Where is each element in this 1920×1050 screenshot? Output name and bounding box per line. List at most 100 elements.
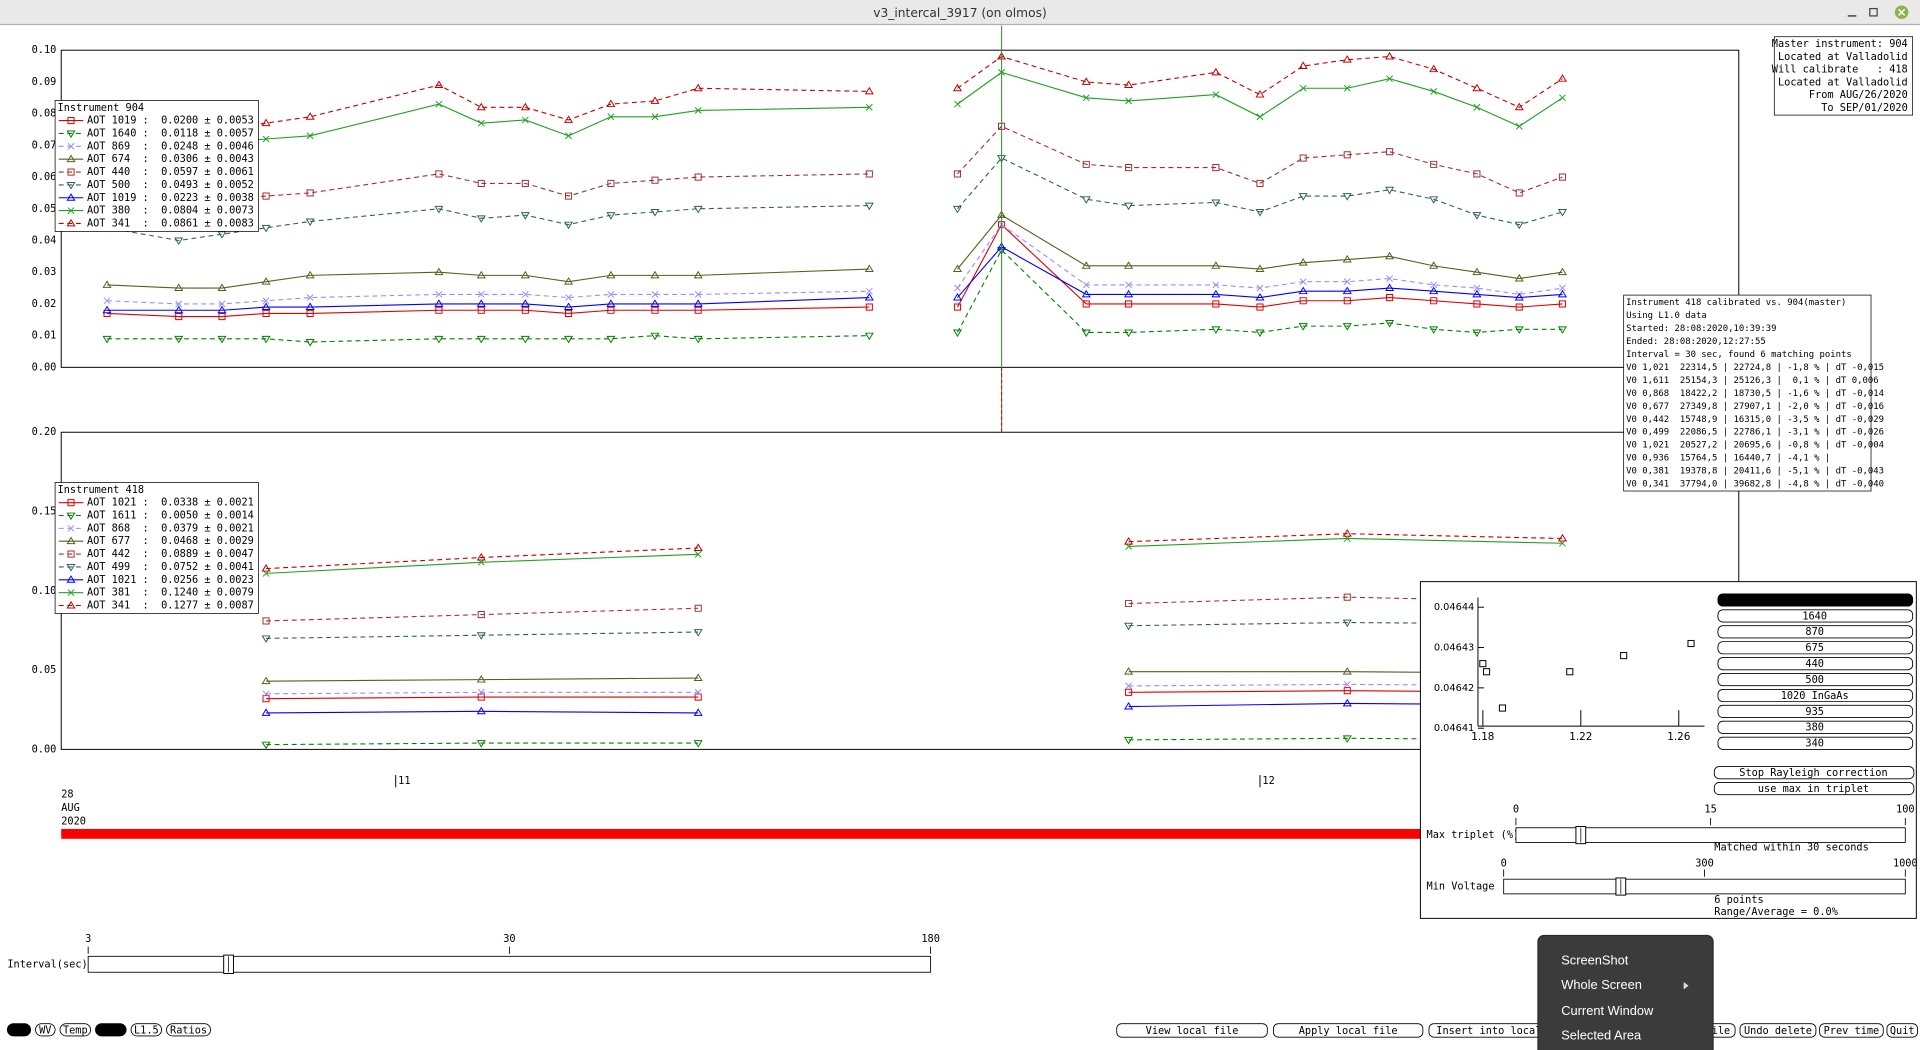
data-point (521, 306, 529, 314)
wavelength-label[interactable]: 1640 (1802, 610, 1827, 622)
data-point (1514, 292, 1524, 301)
data-point (476, 270, 486, 279)
maximize-button[interactable] (1869, 7, 1878, 17)
data-point (694, 107, 702, 114)
toggle-label[interactable]: L1.5 (134, 1024, 159, 1036)
data-point (1342, 735, 1352, 743)
toggle-label[interactable]: AOT (10, 1024, 29, 1036)
wavelength-button[interactable] (1717, 609, 1914, 623)
data-point (607, 306, 615, 314)
data-point (1514, 273, 1524, 282)
wavelength-label[interactable]: 380 (1805, 722, 1824, 734)
wavelength-button[interactable] (1717, 673, 1914, 687)
data-point (1082, 160, 1090, 168)
action-button[interactable] (1116, 1023, 1268, 1038)
toggle-label[interactable]: WV (39, 1024, 51, 1036)
wavelength-button[interactable] (1717, 736, 1914, 750)
wavelength-button[interactable] (1717, 641, 1914, 655)
data-point (476, 552, 486, 561)
slider-trough[interactable] (87, 955, 932, 973)
wavelength-button[interactable] (1717, 688, 1914, 703)
legend-label: AOT 341 : 0.0861 ± 0.0083 (87, 217, 254, 229)
data-point (262, 309, 270, 317)
slider-label: Min Voltage (1427, 881, 1495, 893)
data-point (305, 112, 315, 120)
wavelength-button[interactable] (1717, 625, 1914, 639)
menu-item[interactable]: Selected Area (1561, 1027, 1642, 1042)
y-tick-label: 0.03 (32, 266, 57, 278)
action-button[interactable] (1273, 1023, 1424, 1038)
toggle-label[interactable]: Temp (63, 1024, 88, 1036)
legend-box (54, 100, 259, 232)
wavelength-label[interactable]: 1020 InGaAs (1781, 690, 1849, 702)
panel-button-label[interactable]: Stop Rayleigh correction (1739, 767, 1887, 779)
action-button[interactable] (1739, 1023, 1817, 1038)
y-tick-label: 0.09 (32, 76, 57, 88)
data-point (694, 290, 702, 298)
data-point (476, 335, 486, 344)
legend-marker (66, 130, 76, 139)
data-point (262, 135, 270, 143)
data-point (1125, 163, 1133, 172)
data-point (520, 102, 530, 111)
wavelength-label[interactable]: 500 (1805, 674, 1824, 686)
toggle-button[interactable] (130, 1023, 163, 1037)
data-point (565, 309, 573, 317)
data-point (435, 306, 443, 314)
panel-button[interactable] (1713, 766, 1915, 780)
data-point (864, 86, 874, 95)
toggle-label[interactable]: L1.0 (98, 1024, 123, 1036)
wavelength-button[interactable] (1717, 593, 1914, 607)
toggle-button[interactable] (6, 1023, 32, 1037)
slider-tick-label: 0 (1513, 803, 1519, 815)
menu-item[interactable]: Whole Screen (1561, 977, 1642, 992)
legend-marker (66, 564, 76, 572)
data-point (175, 300, 183, 308)
data-point (1125, 599, 1133, 608)
toggle-label[interactable]: Ratios (170, 1024, 207, 1036)
action-button[interactable] (1819, 1023, 1884, 1038)
slider-trough[interactable] (1515, 827, 1906, 843)
toggle-button[interactable] (35, 1023, 56, 1037)
action-button[interactable] (1886, 1023, 1918, 1038)
data-point (477, 306, 485, 314)
wavelength-label[interactable]: 935 (1805, 706, 1824, 718)
calibration-line: Using L1.0 data (1626, 311, 1707, 321)
action-button-label[interactable]: Quit (1890, 1025, 1915, 1037)
master-info-line: To SEP/01/2020 (1821, 102, 1908, 114)
wavelength-button[interactable] (1717, 704, 1914, 718)
menu-item[interactable]: ScreenShot (1561, 953, 1629, 968)
data-point (1429, 196, 1439, 204)
wavelength-button[interactable] (1717, 720, 1914, 734)
data-point (694, 604, 702, 612)
action-button-label[interactable]: Undo delete (1744, 1025, 1812, 1037)
data-point (261, 676, 271, 685)
toggle-button[interactable] (95, 1023, 127, 1037)
action-button-label[interactable]: Apply local file (1299, 1025, 1398, 1037)
wavelength-label[interactable]: 440 (1805, 658, 1824, 670)
data-point (477, 290, 485, 298)
wavelength-label[interactable]: 870 (1805, 626, 1824, 638)
data-point (1386, 148, 1394, 156)
panel-button[interactable] (1713, 782, 1915, 796)
data-point (1299, 278, 1307, 286)
wavelength-label[interactable]: 1020 (1802, 594, 1827, 606)
data-point (261, 708, 271, 716)
menu-item[interactable]: Current Window (1561, 1003, 1654, 1018)
slider-trough[interactable] (1503, 878, 1906, 895)
data-point (1515, 303, 1523, 311)
data-point (651, 306, 659, 314)
wavelength-label[interactable]: 675 (1805, 642, 1824, 654)
wavelength-button[interactable] (1717, 657, 1914, 671)
action-button-label[interactable]: Prev time (1824, 1025, 1880, 1037)
data-point (521, 116, 529, 124)
data-point (1125, 682, 1133, 690)
panel-button-label[interactable]: use max in triplet (1758, 783, 1869, 795)
action-button-label[interactable]: View local file (1146, 1025, 1239, 1037)
wavelength-label[interactable]: 340 (1805, 738, 1824, 750)
data-point (693, 335, 703, 344)
data-point (476, 740, 486, 748)
toggle-button[interactable] (59, 1023, 92, 1037)
toggle-button[interactable] (166, 1023, 212, 1037)
